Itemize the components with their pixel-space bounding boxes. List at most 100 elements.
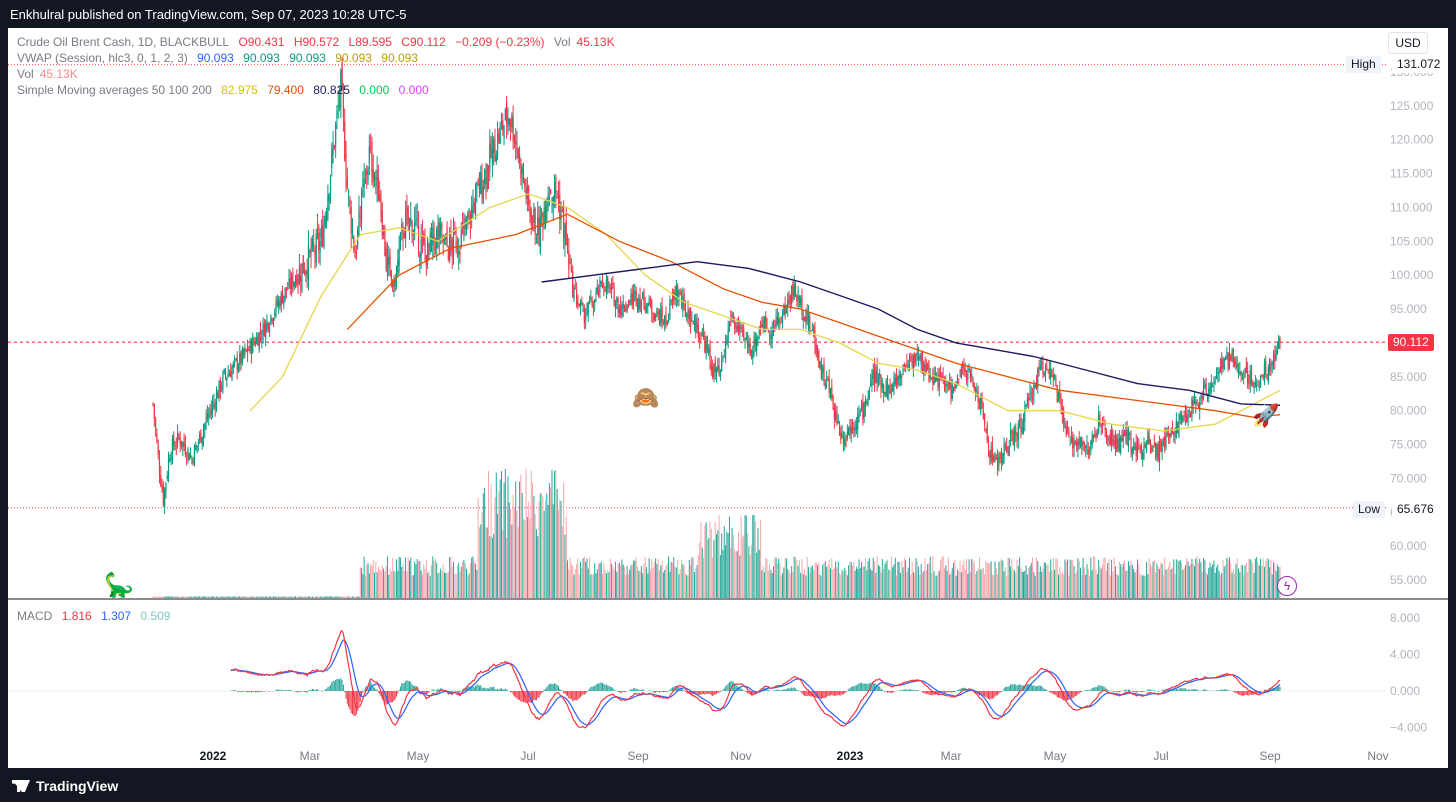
macd-hist-bar [362, 691, 364, 693]
candle-body [380, 198, 382, 215]
candle-body [240, 351, 242, 364]
candle-body [569, 261, 571, 264]
candle-body [776, 316, 778, 325]
volume-bar [1034, 575, 1036, 598]
volume-bar [890, 556, 892, 598]
candle-body [798, 295, 801, 303]
candle-body [928, 360, 930, 380]
candle-body [521, 167, 523, 174]
volume-bar [703, 557, 705, 598]
candle-body [826, 379, 828, 381]
volume-indicator-label[interactable]: Vol [17, 67, 34, 81]
candle-body [565, 220, 567, 245]
sma50-line [249, 193, 1281, 432]
volume-bar [1275, 570, 1277, 598]
lightning-icon[interactable]: ϟ [1277, 576, 1297, 596]
volume-bar [1217, 564, 1219, 598]
volume-bar [1057, 574, 1059, 598]
time-tick-label: Nov [1367, 749, 1388, 763]
volume-bar [503, 482, 505, 598]
macd-hist-bar [1239, 691, 1241, 695]
vwap-label[interactable]: VWAP (Session, hlc3, 0, 1, 2, 3) [17, 51, 188, 65]
price-tick-label: 100.000 [1390, 268, 1434, 282]
vwap-value-3: 90.093 [289, 51, 326, 65]
sma-label[interactable]: Simple Moving averages 50 100 200 [17, 83, 212, 97]
candle-body [844, 439, 846, 447]
macd-label[interactable]: MACD [17, 609, 53, 623]
macd-hist-bar [665, 691, 667, 692]
macd-hist-bar [956, 689, 958, 691]
candle-body [513, 136, 516, 143]
candle-body [1055, 378, 1057, 387]
macd-hist-bar [690, 691, 692, 695]
volume-bar [839, 573, 841, 598]
candle-body [838, 424, 841, 436]
chart-panel[interactable]: 130.000125.000120.000115.000110.000105.0… [8, 28, 1448, 768]
volume-bar [820, 575, 822, 598]
candle-body [209, 410, 211, 411]
candle-body [328, 194, 330, 202]
volume-bar [221, 596, 223, 598]
volume-bar [532, 483, 534, 598]
macd-hist-bar [1200, 690, 1202, 691]
volume-bar [683, 565, 685, 598]
macd-hist-bar [1098, 685, 1100, 691]
volume-bar [916, 561, 918, 598]
macd-hist-bar [805, 691, 807, 696]
volume-bar [620, 565, 622, 598]
macd-hist-bar [542, 691, 544, 693]
tradingview-logo[interactable]: TradingView [12, 778, 118, 794]
candle-body [382, 228, 385, 236]
macd-hist-bar [458, 691, 460, 693]
volume-bar [563, 482, 565, 598]
candle-body [715, 369, 718, 374]
macd-legend[interactable]: MACD 1.816 1.307 0.509 [17, 609, 176, 623]
candle-body [784, 304, 786, 315]
volume-bar [274, 596, 276, 598]
volume-bar [313, 596, 315, 598]
volume-bar [283, 596, 285, 598]
macd-hist-bar [630, 689, 632, 691]
macd-hist-bar [261, 691, 263, 693]
volume-bar [1127, 561, 1129, 598]
symbol-title[interactable]: Crude Oil Brent Cash, 1D, BLACKBULL [17, 35, 230, 49]
volume-bar [1124, 560, 1126, 598]
macd-hist-bar [1140, 691, 1142, 693]
candle-body [932, 376, 934, 384]
candle-body [670, 300, 672, 303]
macd-hist-bar [890, 691, 892, 694]
sma-legend[interactable]: Simple Moving averages 50 100 200 82.975… [17, 83, 435, 97]
volume-bar [169, 596, 171, 598]
volume-bar [749, 554, 751, 598]
macd-hist-bar [1074, 691, 1076, 697]
macd-hist-bar [1042, 687, 1044, 691]
volume-bar [625, 575, 627, 598]
macd-hist-bar [1043, 688, 1045, 691]
volume-bar [951, 567, 953, 598]
volume-bar [577, 558, 579, 598]
volume-bar [1026, 574, 1028, 598]
volume-bar [976, 571, 978, 598]
currency-button[interactable]: USD [1388, 32, 1428, 54]
volume-bar [371, 565, 373, 598]
symbol-legend[interactable]: Crude Oil Brent Cash, 1D, BLACKBULL O90.… [17, 35, 621, 49]
candle-body [1008, 445, 1010, 456]
volume-bar [261, 596, 263, 598]
volume-legend[interactable]: Vol 45.13K [17, 67, 84, 81]
volume-bar [1216, 567, 1218, 598]
macd-hist-bar [867, 683, 869, 691]
volume-bar [567, 560, 569, 598]
candle-body [531, 217, 534, 220]
chart-canvas[interactable]: 130.000125.000120.000115.000110.000105.0… [8, 28, 1448, 768]
volume-bar [386, 556, 388, 598]
macd-hist-bar [472, 686, 474, 691]
volume-bar [753, 515, 755, 598]
volume-bar [1107, 563, 1109, 598]
vwap-legend[interactable]: VWAP (Session, hlc3, 0, 1, 2, 3) 90.093 … [17, 51, 424, 65]
candle-body [412, 229, 414, 232]
volume-bar [972, 560, 974, 598]
volume-bar [301, 596, 303, 598]
candle-body [695, 318, 697, 333]
volume-bar [842, 571, 844, 598]
candle-body [752, 350, 754, 359]
